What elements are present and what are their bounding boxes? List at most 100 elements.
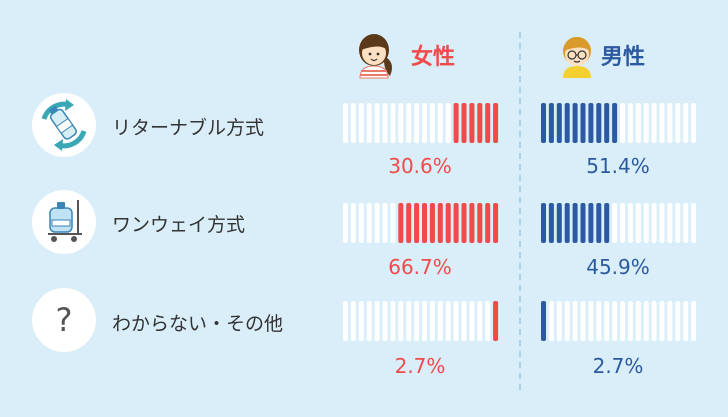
recycle-bottle-icon	[32, 93, 96, 157]
value-label-returnable-female: 30.6%	[388, 154, 452, 178]
bar-segment-returnable-female-empty	[358, 103, 364, 143]
bar-segment-returnable-male-empty	[667, 103, 673, 143]
bar-segment-returnable-male-filled	[596, 103, 602, 143]
bar-segment-unknown-male-empty	[612, 301, 618, 341]
category-label-returnable: リターナブル方式	[112, 116, 264, 139]
bar-segment-oneway-male-empty	[691, 203, 697, 243]
bar-segment-oneway-male-empty	[635, 203, 641, 243]
bar-segment-unknown-male-empty	[659, 301, 665, 341]
bar-segment-unknown-male-empty	[643, 301, 649, 341]
bar-segment-unknown-female-empty	[414, 301, 420, 341]
bar-segment-oneway-female-filled	[406, 203, 412, 243]
bar-segment-returnable-female-empty	[398, 103, 404, 143]
bar-segment-returnable-female-empty	[437, 103, 443, 143]
bar-segment-oneway-female-filled	[429, 203, 435, 243]
bar-segment-returnable-female-filled	[469, 103, 475, 143]
bar-segment-oneway-male-empty	[683, 203, 689, 243]
value-label-oneway-female: 66.7%	[388, 255, 452, 279]
category-label-unknown: わからない・その他	[112, 313, 283, 335]
bar-segment-unknown-female-empty	[485, 301, 491, 341]
bar-segment-unknown-female-empty	[406, 301, 412, 341]
value-label-unknown-female: 2.7%	[395, 354, 446, 378]
bar-segment-unknown-male-empty	[580, 301, 586, 341]
bar-segment-returnable-male-empty	[683, 103, 689, 143]
bar-segment-returnable-male-filled	[556, 103, 562, 143]
bar-segment-oneway-male-empty	[643, 203, 649, 243]
bar-segment-oneway-male-empty	[620, 203, 625, 243]
bar-segment-oneway-female-filled	[493, 203, 499, 243]
bar-segment-oneway-male-empty	[651, 203, 657, 243]
bars-group	[343, 103, 697, 341]
bar-segment-oneway-male-filled	[564, 203, 570, 243]
bar-segment-unknown-male-empty	[588, 301, 594, 341]
bar-segment-returnable-female-empty	[343, 103, 348, 143]
bar-segment-oneway-female-empty	[343, 203, 348, 243]
bar-segment-returnable-male-empty	[675, 103, 681, 143]
bar-segment-unknown-female-empty	[429, 301, 435, 341]
bar-segment-oneway-female-filled	[453, 203, 459, 243]
bar-segment-oneway-female-empty	[350, 203, 356, 243]
bar-segment-oneway-male-empty	[675, 203, 681, 243]
bar-segment-returnable-female-empty	[382, 103, 388, 143]
bar-segment-oneway-male-filled	[541, 203, 546, 243]
bar-segment-unknown-male-empty	[667, 301, 673, 341]
bar-segment-unknown-female-empty	[398, 301, 404, 341]
bar-segment-unknown-male-empty	[596, 301, 602, 341]
bar-segment-oneway-male-empty	[612, 203, 618, 243]
bar-segment-returnable-female-empty	[366, 103, 372, 143]
bar-segment-oneway-male-empty	[627, 203, 633, 243]
bar-segment-returnable-male-filled	[564, 103, 570, 143]
bar-segment-unknown-female-empty	[374, 301, 380, 341]
bar-segment-returnable-male-filled	[612, 103, 618, 143]
bar-segment-oneway-female-filled	[477, 203, 483, 243]
bar-segment-unknown-male-empty	[564, 301, 570, 341]
woman-icon	[359, 34, 392, 79]
question-mark-icon: ?	[32, 288, 96, 352]
bar-segment-unknown-female-empty	[366, 301, 372, 341]
bar-segment-unknown-male-empty	[635, 301, 641, 341]
legend-male: 男性	[601, 45, 645, 70]
bar-segment-returnable-female-filled	[493, 103, 499, 143]
bar-segment-unknown-female-empty	[445, 301, 451, 341]
value-label-oneway-male: 45.9%	[586, 255, 650, 279]
bar-segment-oneway-female-filled	[414, 203, 420, 243]
bar-segment-oneway-female-filled	[461, 203, 467, 243]
bar-segment-unknown-female-filled	[493, 301, 499, 341]
bar-segment-returnable-male-empty	[643, 103, 649, 143]
bar-segment-oneway-female-empty	[374, 203, 380, 243]
bar-segment-unknown-male-empty	[548, 301, 554, 341]
bar-segment-returnable-female-filled	[485, 103, 491, 143]
bar-segment-returnable-male-empty	[627, 103, 633, 143]
bar-segment-returnable-male-empty	[635, 103, 641, 143]
bar-segment-oneway-female-empty	[366, 203, 372, 243]
legend-female: 女性	[411, 44, 455, 70]
bar-segment-oneway-male-filled	[548, 203, 554, 243]
bar-segment-oneway-male-filled	[588, 203, 594, 243]
bar-segment-oneway-female-empty	[390, 203, 396, 243]
bar-segment-oneway-male-filled	[580, 203, 586, 243]
bar-segment-unknown-male-empty	[572, 301, 578, 341]
bar-segment-oneway-male-filled	[556, 203, 562, 243]
bar-segment-oneway-female-filled	[469, 203, 475, 243]
bar-segment-unknown-female-empty	[350, 301, 356, 341]
bar-segment-unknown-female-empty	[358, 301, 364, 341]
bar-segment-returnable-male-filled	[548, 103, 554, 143]
bar-segment-returnable-male-empty	[620, 103, 625, 143]
bar-segment-oneway-male-empty	[667, 203, 673, 243]
bar-segment-returnable-male-filled	[588, 103, 594, 143]
bar-segment-returnable-male-empty	[651, 103, 657, 143]
category-label-oneway: ワンウェイ方式	[112, 214, 245, 236]
bar-segment-unknown-female-empty	[469, 301, 475, 341]
bar-segment-returnable-male-empty	[691, 103, 697, 143]
bar-segment-returnable-female-empty	[350, 103, 356, 143]
bar-segment-oneway-female-filled	[485, 203, 491, 243]
bar-segment-oneway-female-empty	[382, 203, 388, 243]
bar-segment-oneway-male-filled	[604, 203, 610, 243]
bar-segment-returnable-male-filled	[572, 103, 578, 143]
bar-segment-returnable-male-filled	[541, 103, 546, 143]
bar-segment-unknown-female-empty	[390, 301, 396, 341]
bar-segment-returnable-female-empty	[390, 103, 396, 143]
bar-segment-unknown-female-empty	[437, 301, 443, 341]
